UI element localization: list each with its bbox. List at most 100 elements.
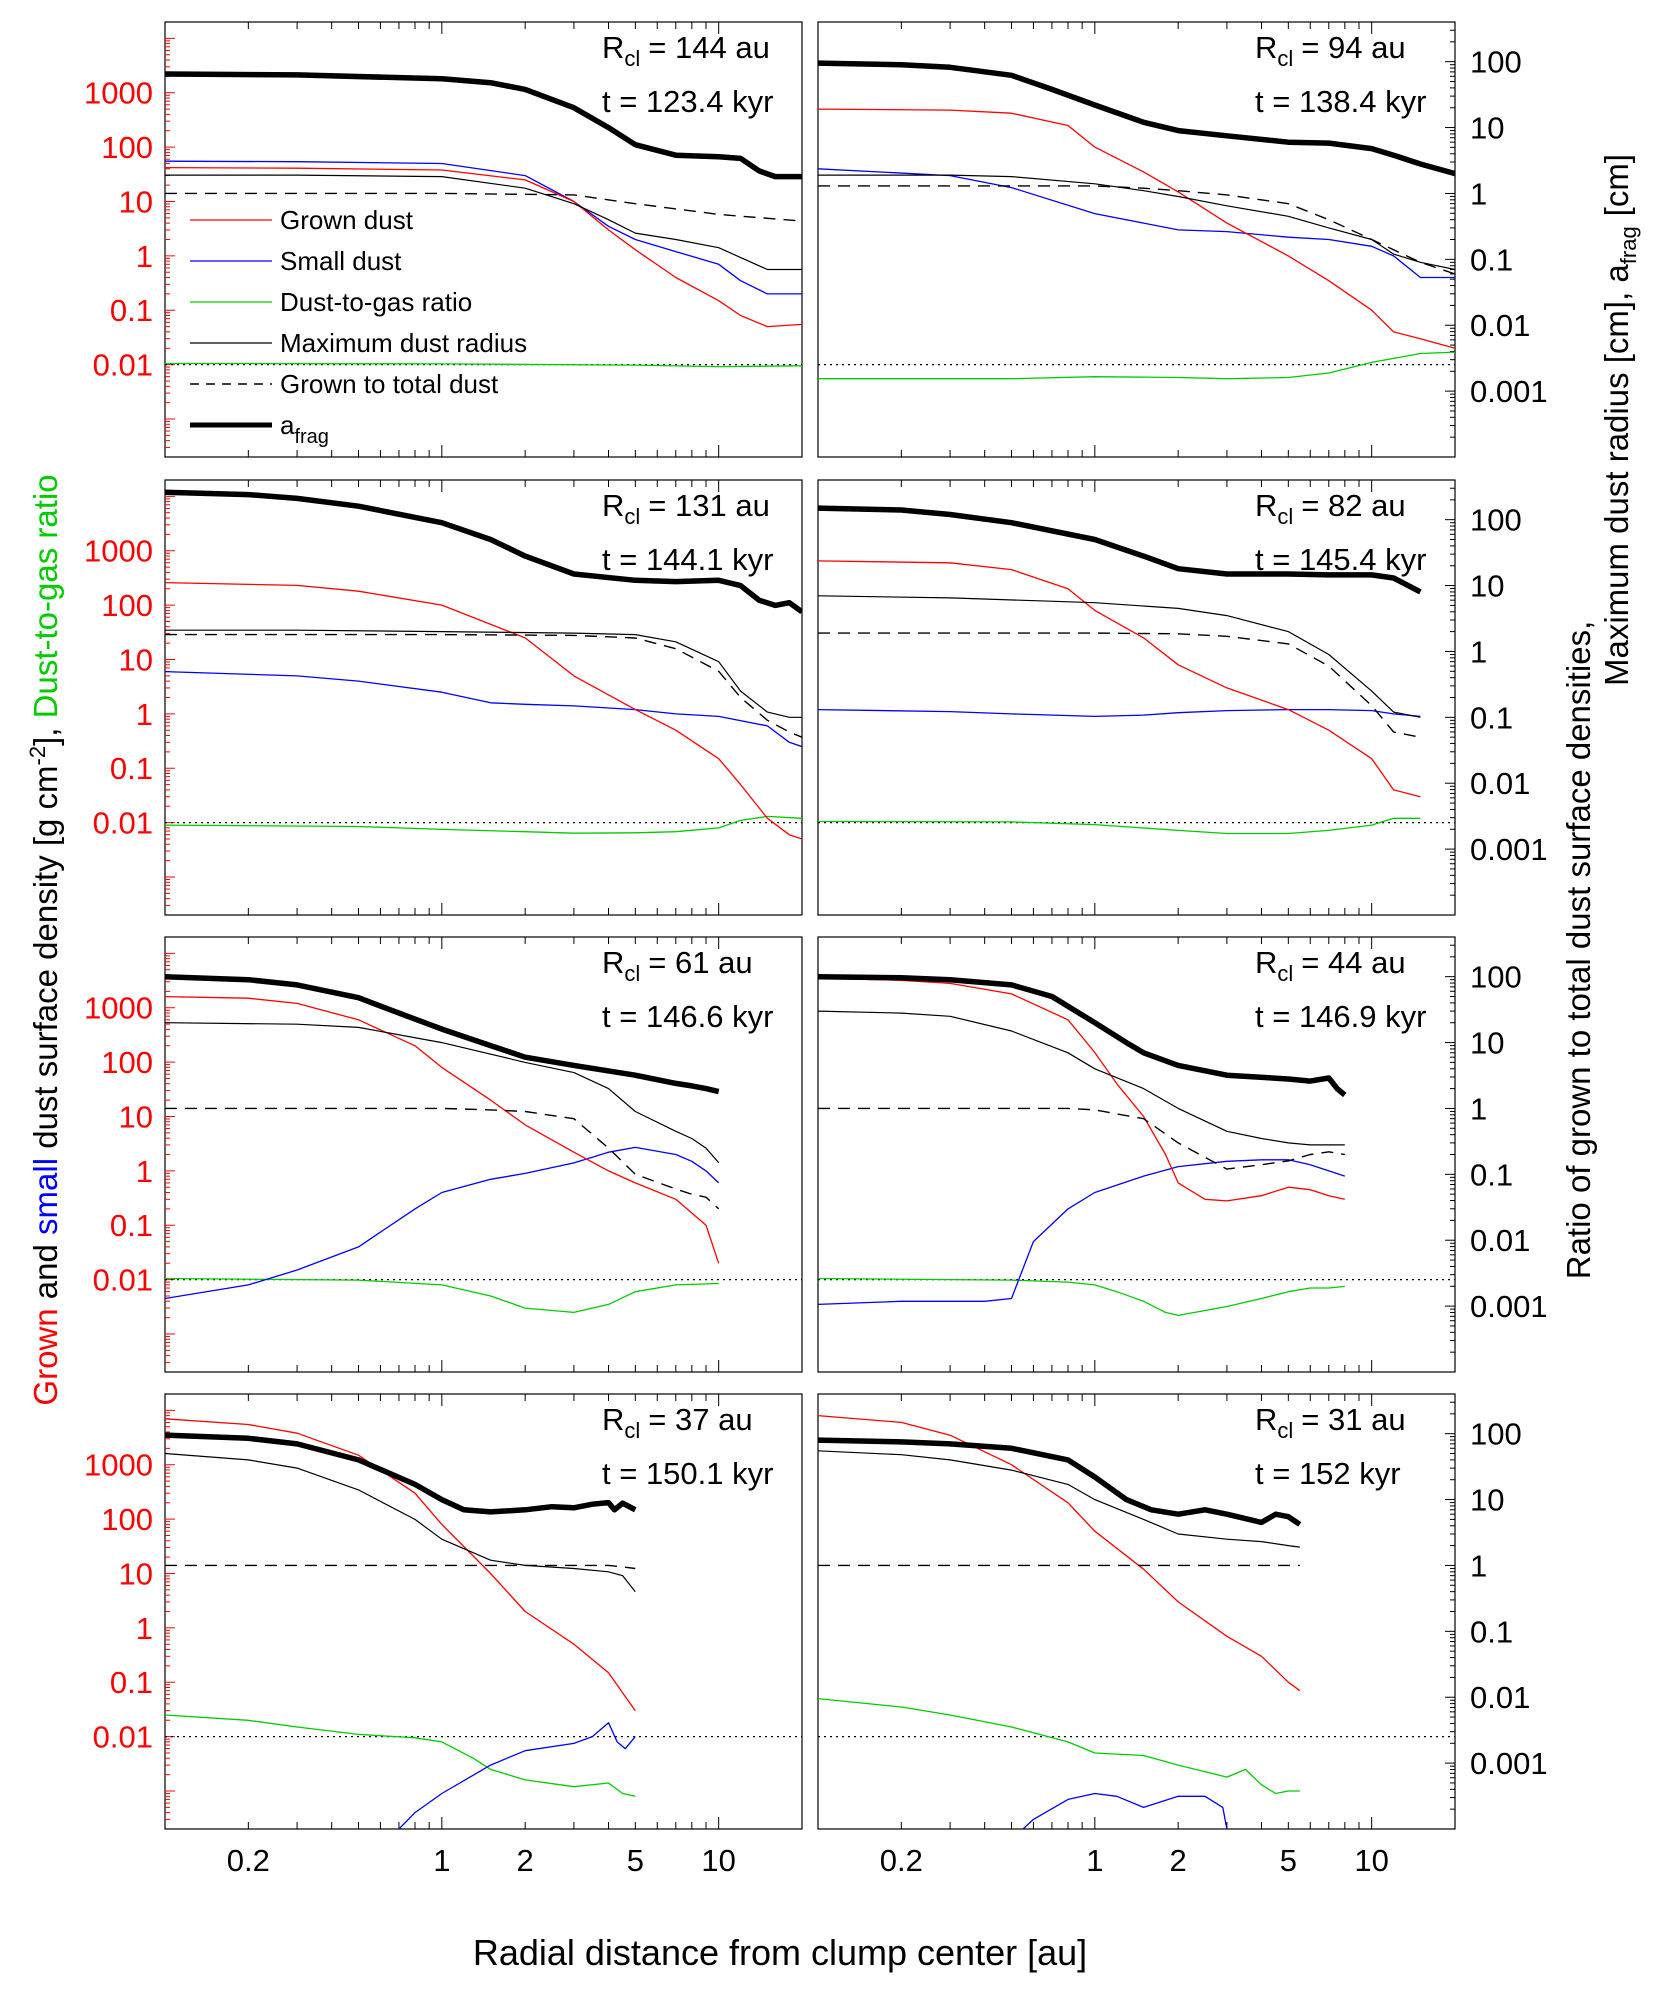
series-dtg xyxy=(818,351,1455,380)
series-amax xyxy=(165,1452,636,1593)
left-y-tick-label: 0.01 xyxy=(93,1720,153,1755)
series-ratio xyxy=(165,192,802,222)
series-afrag xyxy=(818,1437,1302,1527)
left-y-tick-label: 100 xyxy=(101,588,153,623)
panel-time-label: t = 144.1 kyr xyxy=(602,542,773,577)
series-ratio xyxy=(165,1564,636,1570)
left-y-tick-label: 0.1 xyxy=(110,1665,153,1700)
series-grown xyxy=(165,995,720,1264)
series-grown xyxy=(818,108,1455,349)
left-y-tick-label: 0.01 xyxy=(93,1263,153,1298)
right-y-tick-label: 10 xyxy=(1470,111,1504,146)
x-tick-label: 5 xyxy=(1280,1843,1297,1878)
panel-4: 100 10 1 0.1 0.01 0.001 Rcl = 82 au t = 145.4 ky… xyxy=(817,479,1548,916)
panel-rcl-label: Rcl = 44 au xyxy=(1255,945,1406,986)
x-axis-label: Radial distance from clump center [au] xyxy=(473,1932,1087,1973)
legend-label: Small dust xyxy=(280,246,402,276)
right-y-tick-label: 0.001 xyxy=(1470,1289,1548,1324)
left-y-tick-label: 1 xyxy=(136,239,153,274)
left-y-tick-label: 10 xyxy=(119,1556,153,1591)
left-y-tick-label: 1000 xyxy=(84,991,153,1026)
legend-label: Maximum dust radius xyxy=(280,328,527,358)
panel-time-label: t = 145.4 kyr xyxy=(1255,542,1426,577)
panel-rcl-label: Rcl = 37 au xyxy=(602,1402,753,1443)
series-amax xyxy=(818,1450,1300,1548)
right-y-tick-label: 0.1 xyxy=(1470,1614,1513,1649)
series-amax xyxy=(818,595,1421,718)
panel-rcl-label: Rcl = 131 au xyxy=(602,488,770,529)
left-y-tick-label: 0.01 xyxy=(93,348,153,383)
left-y-tick-label: 10 xyxy=(119,642,153,677)
left-y-tick-label: 10 xyxy=(119,1099,153,1134)
series-dtg xyxy=(818,1277,1345,1317)
series-small xyxy=(165,670,802,748)
panel-5: 1000 100 10 1 0.1 0.01 Rcl = 61 au t = 146.6 kyr xyxy=(84,936,803,1373)
series-small xyxy=(818,168,1455,279)
left-y-tick-label: 1000 xyxy=(84,1448,153,1483)
x-tick-label: 0.2 xyxy=(880,1843,923,1878)
right-y-tick-label: 10 xyxy=(1470,1026,1504,1061)
series-ratio xyxy=(165,1107,720,1210)
panel-8: 0.2 1 2 5 10 100 10 1 0.1 0.01 0.001 Rcl = 31 au t = … xyxy=(817,1393,1548,1878)
series-dtg xyxy=(165,815,802,834)
series-dtg xyxy=(165,362,802,368)
series-dtg xyxy=(165,1714,636,1797)
series-amax xyxy=(165,174,802,271)
series-small xyxy=(165,1146,720,1300)
panel-7: 0.2 1 2 5 10 1000 100 10 1 0.1 0.01 Rcl = 37 au t = 1… xyxy=(84,1393,803,1878)
right-y-tick-label: 0.001 xyxy=(1470,1746,1548,1781)
series-dtg xyxy=(818,817,1421,835)
right-y-tick-label: 100 xyxy=(1470,1417,1522,1452)
right-y-tick-label: 1 xyxy=(1470,634,1487,669)
right-y-axis-label-line1: Ratio of grown to total dust surface den… xyxy=(1560,621,1597,1280)
series-grown xyxy=(165,1418,636,1712)
left-y-tick-label: 1000 xyxy=(84,534,153,569)
series-small xyxy=(165,160,802,295)
panel-6: 100 10 1 0.1 0.01 0.001 Rcl = 44 au t = 146.9 ky… xyxy=(817,936,1548,1373)
series-small xyxy=(818,708,1421,718)
legend-label: Grown dust xyxy=(280,205,414,235)
legend: Grown dust Small dust Dust-to-gas ratio Max… xyxy=(190,205,527,448)
panel-time-label: t = 150.1 kyr xyxy=(602,1456,773,1491)
right-y-tick-label: 0.001 xyxy=(1470,374,1548,409)
x-tick-label: 1 xyxy=(1086,1843,1103,1878)
right-y-tick-label: 0.01 xyxy=(1470,1223,1530,1258)
series-ratio xyxy=(818,185,1455,275)
left-y-tick-label: 0.1 xyxy=(110,751,153,786)
series-afrag xyxy=(165,1432,637,1515)
x-tick-label: 2 xyxy=(517,1843,534,1878)
series-grown xyxy=(165,166,802,328)
series-afrag xyxy=(165,973,720,1095)
panel-rcl-label: Rcl = 94 au xyxy=(1255,30,1406,71)
right-y-tick-label: 0.1 xyxy=(1470,242,1513,277)
series-ratio xyxy=(818,632,1421,738)
series-afrag xyxy=(165,71,802,180)
panel-time-label: t = 146.6 kyr xyxy=(602,999,773,1034)
right-y-tick-label: 1 xyxy=(1470,1091,1487,1126)
right-y-tick-label: 0.01 xyxy=(1470,766,1530,801)
series-grown xyxy=(818,977,1345,1202)
right-y-tick-label: 100 xyxy=(1470,960,1522,995)
series-amax xyxy=(165,629,802,718)
panel-3: 1000 100 10 1 0.1 0.01 Rcl = 131 au t = 144.1 ky… xyxy=(84,479,803,916)
series-afrag xyxy=(818,505,1422,595)
x-tick-label: 1 xyxy=(433,1843,450,1878)
left-y-tick-label: 0.01 xyxy=(93,806,153,841)
legend-label: afrag xyxy=(280,410,329,448)
series-ratio xyxy=(818,1107,1345,1170)
series-small xyxy=(398,1722,636,1829)
left-y-tick-label: 1 xyxy=(136,1611,153,1646)
series-amax xyxy=(818,174,1455,271)
series-afrag xyxy=(818,973,1347,1098)
panel-rcl-label: Rcl = 82 au xyxy=(1255,488,1406,529)
panel-time-label: t = 138.4 kyr xyxy=(1255,84,1426,119)
left-y-tick-label: 1 xyxy=(136,1154,153,1189)
series-grown xyxy=(818,1414,1301,1692)
series-ratio xyxy=(165,633,802,738)
panel-time-label: t = 123.4 kyr xyxy=(602,84,773,119)
right-y-tick-label: 0.001 xyxy=(1470,832,1548,867)
right-y-tick-label: 10 xyxy=(1470,569,1504,604)
right-y-tick-label: 0.1 xyxy=(1470,1157,1513,1192)
panel-time-label: t = 152 kyr xyxy=(1255,1456,1401,1491)
